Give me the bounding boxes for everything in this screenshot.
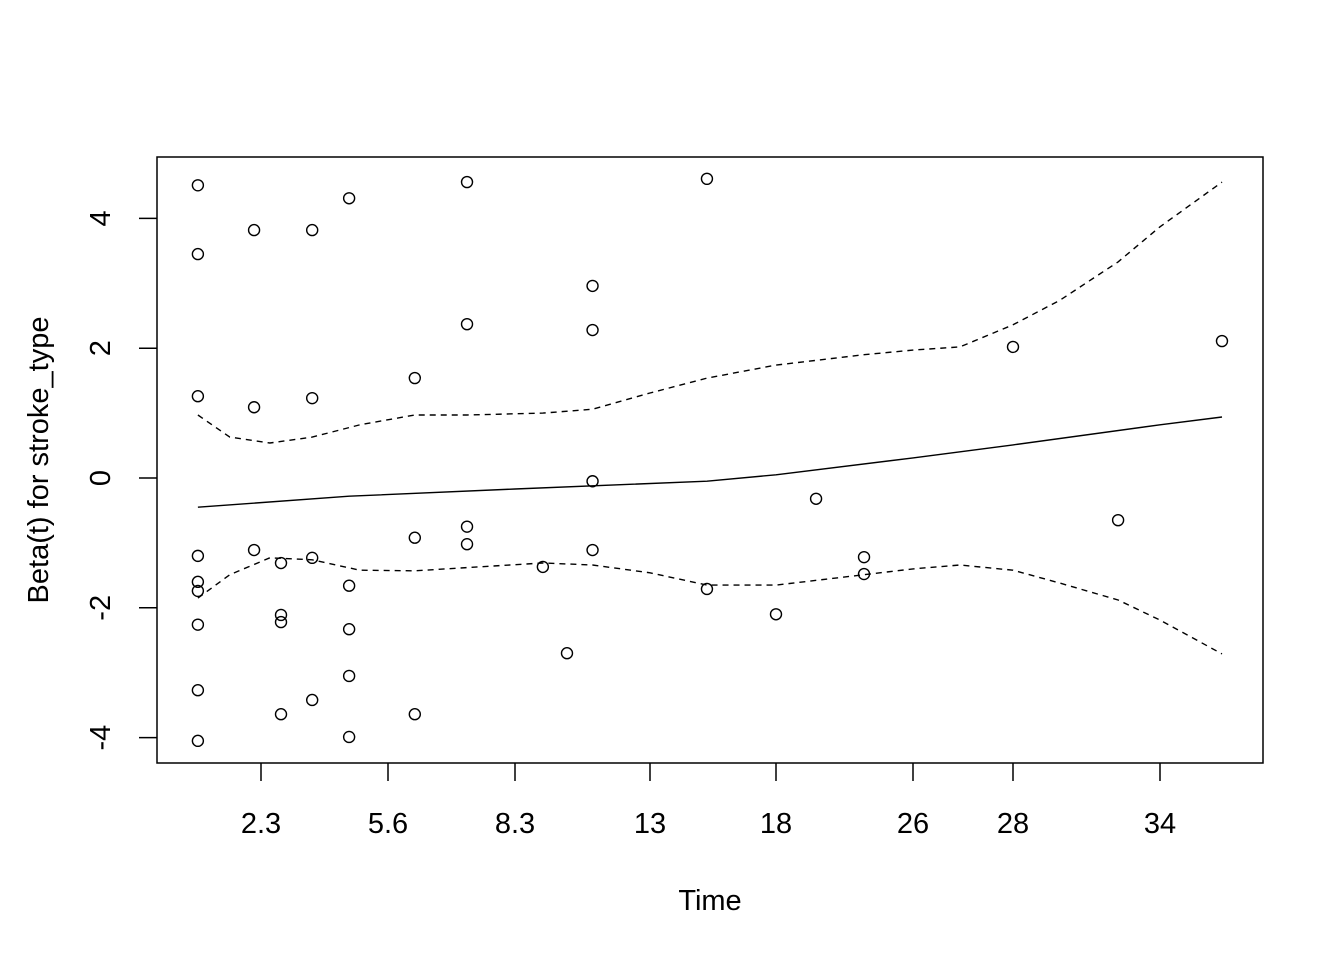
data-point [191, 390, 205, 403]
data-point [586, 279, 599, 293]
data-point [191, 575, 205, 589]
data-point [586, 543, 599, 557]
data-point [809, 492, 823, 505]
fit-line [197, 416, 1223, 508]
data-point [305, 551, 319, 565]
data-point [247, 543, 261, 557]
data-point [274, 556, 288, 570]
data-point [191, 584, 205, 598]
data-point [305, 223, 319, 237]
data-point [191, 734, 205, 748]
data-point [191, 549, 205, 563]
data-point [857, 550, 871, 564]
data-point [1111, 513, 1125, 527]
data-point [857, 567, 871, 581]
y-tick-label: 2 [85, 340, 117, 356]
x-tick-label: 18 [760, 808, 792, 840]
x-axis-label: Time [678, 885, 741, 917]
x-tick-label: 34 [1144, 808, 1176, 840]
data-point [247, 401, 261, 414]
curves [197, 181, 1223, 655]
x-tick-label: 13 [634, 808, 666, 840]
data-point [274, 615, 288, 629]
data-point [536, 560, 550, 574]
data-point [191, 684, 205, 697]
data-point [274, 608, 288, 622]
data-point [305, 391, 319, 405]
data-point [342, 730, 356, 744]
data-point [460, 317, 474, 331]
data-point [342, 192, 356, 205]
data-point [460, 175, 474, 189]
data-point [408, 708, 422, 721]
plot-frame [156, 156, 1264, 764]
data-point [1006, 340, 1020, 354]
x-tick-label: 8.3 [495, 808, 535, 840]
data-point [769, 608, 783, 621]
data-point [191, 179, 205, 192]
data-point [460, 520, 474, 533]
data-point [1215, 334, 1229, 348]
data-point [460, 537, 474, 551]
upper-ci-line [197, 181, 1223, 444]
y-tick-label: 0 [85, 470, 117, 486]
data-point [408, 531, 422, 544]
points [191, 172, 1229, 748]
data-point [700, 172, 714, 186]
data-point [342, 579, 356, 592]
data-point [305, 693, 319, 707]
data-point [408, 371, 422, 385]
data-point [342, 669, 356, 683]
y-tick-label: 4 [85, 210, 117, 226]
data-point [191, 247, 205, 261]
x-tick-label: 2.3 [241, 808, 281, 840]
x-axis: 2.3 5.6 8.3 13 18 26 28 34 [241, 763, 1176, 840]
x-tick-label: 26 [897, 808, 929, 840]
x-tick-label: 28 [997, 808, 1029, 840]
x-tick-label: 5.6 [368, 808, 408, 840]
data-point [560, 647, 574, 660]
data-point [274, 708, 288, 721]
data-point [700, 582, 714, 596]
data-point [586, 323, 599, 337]
y-tick-label: -4 [85, 725, 117, 751]
y-tick-label: -2 [85, 595, 117, 621]
y-axis: -4 -2 0 2 4 [85, 210, 157, 750]
lower-ci-line [197, 557, 1223, 655]
data-point [342, 623, 356, 636]
data-point [586, 475, 599, 488]
data-point [191, 618, 205, 631]
y-axis-label: Beta(t) for stroke_type [23, 317, 55, 604]
data-point [247, 223, 261, 237]
